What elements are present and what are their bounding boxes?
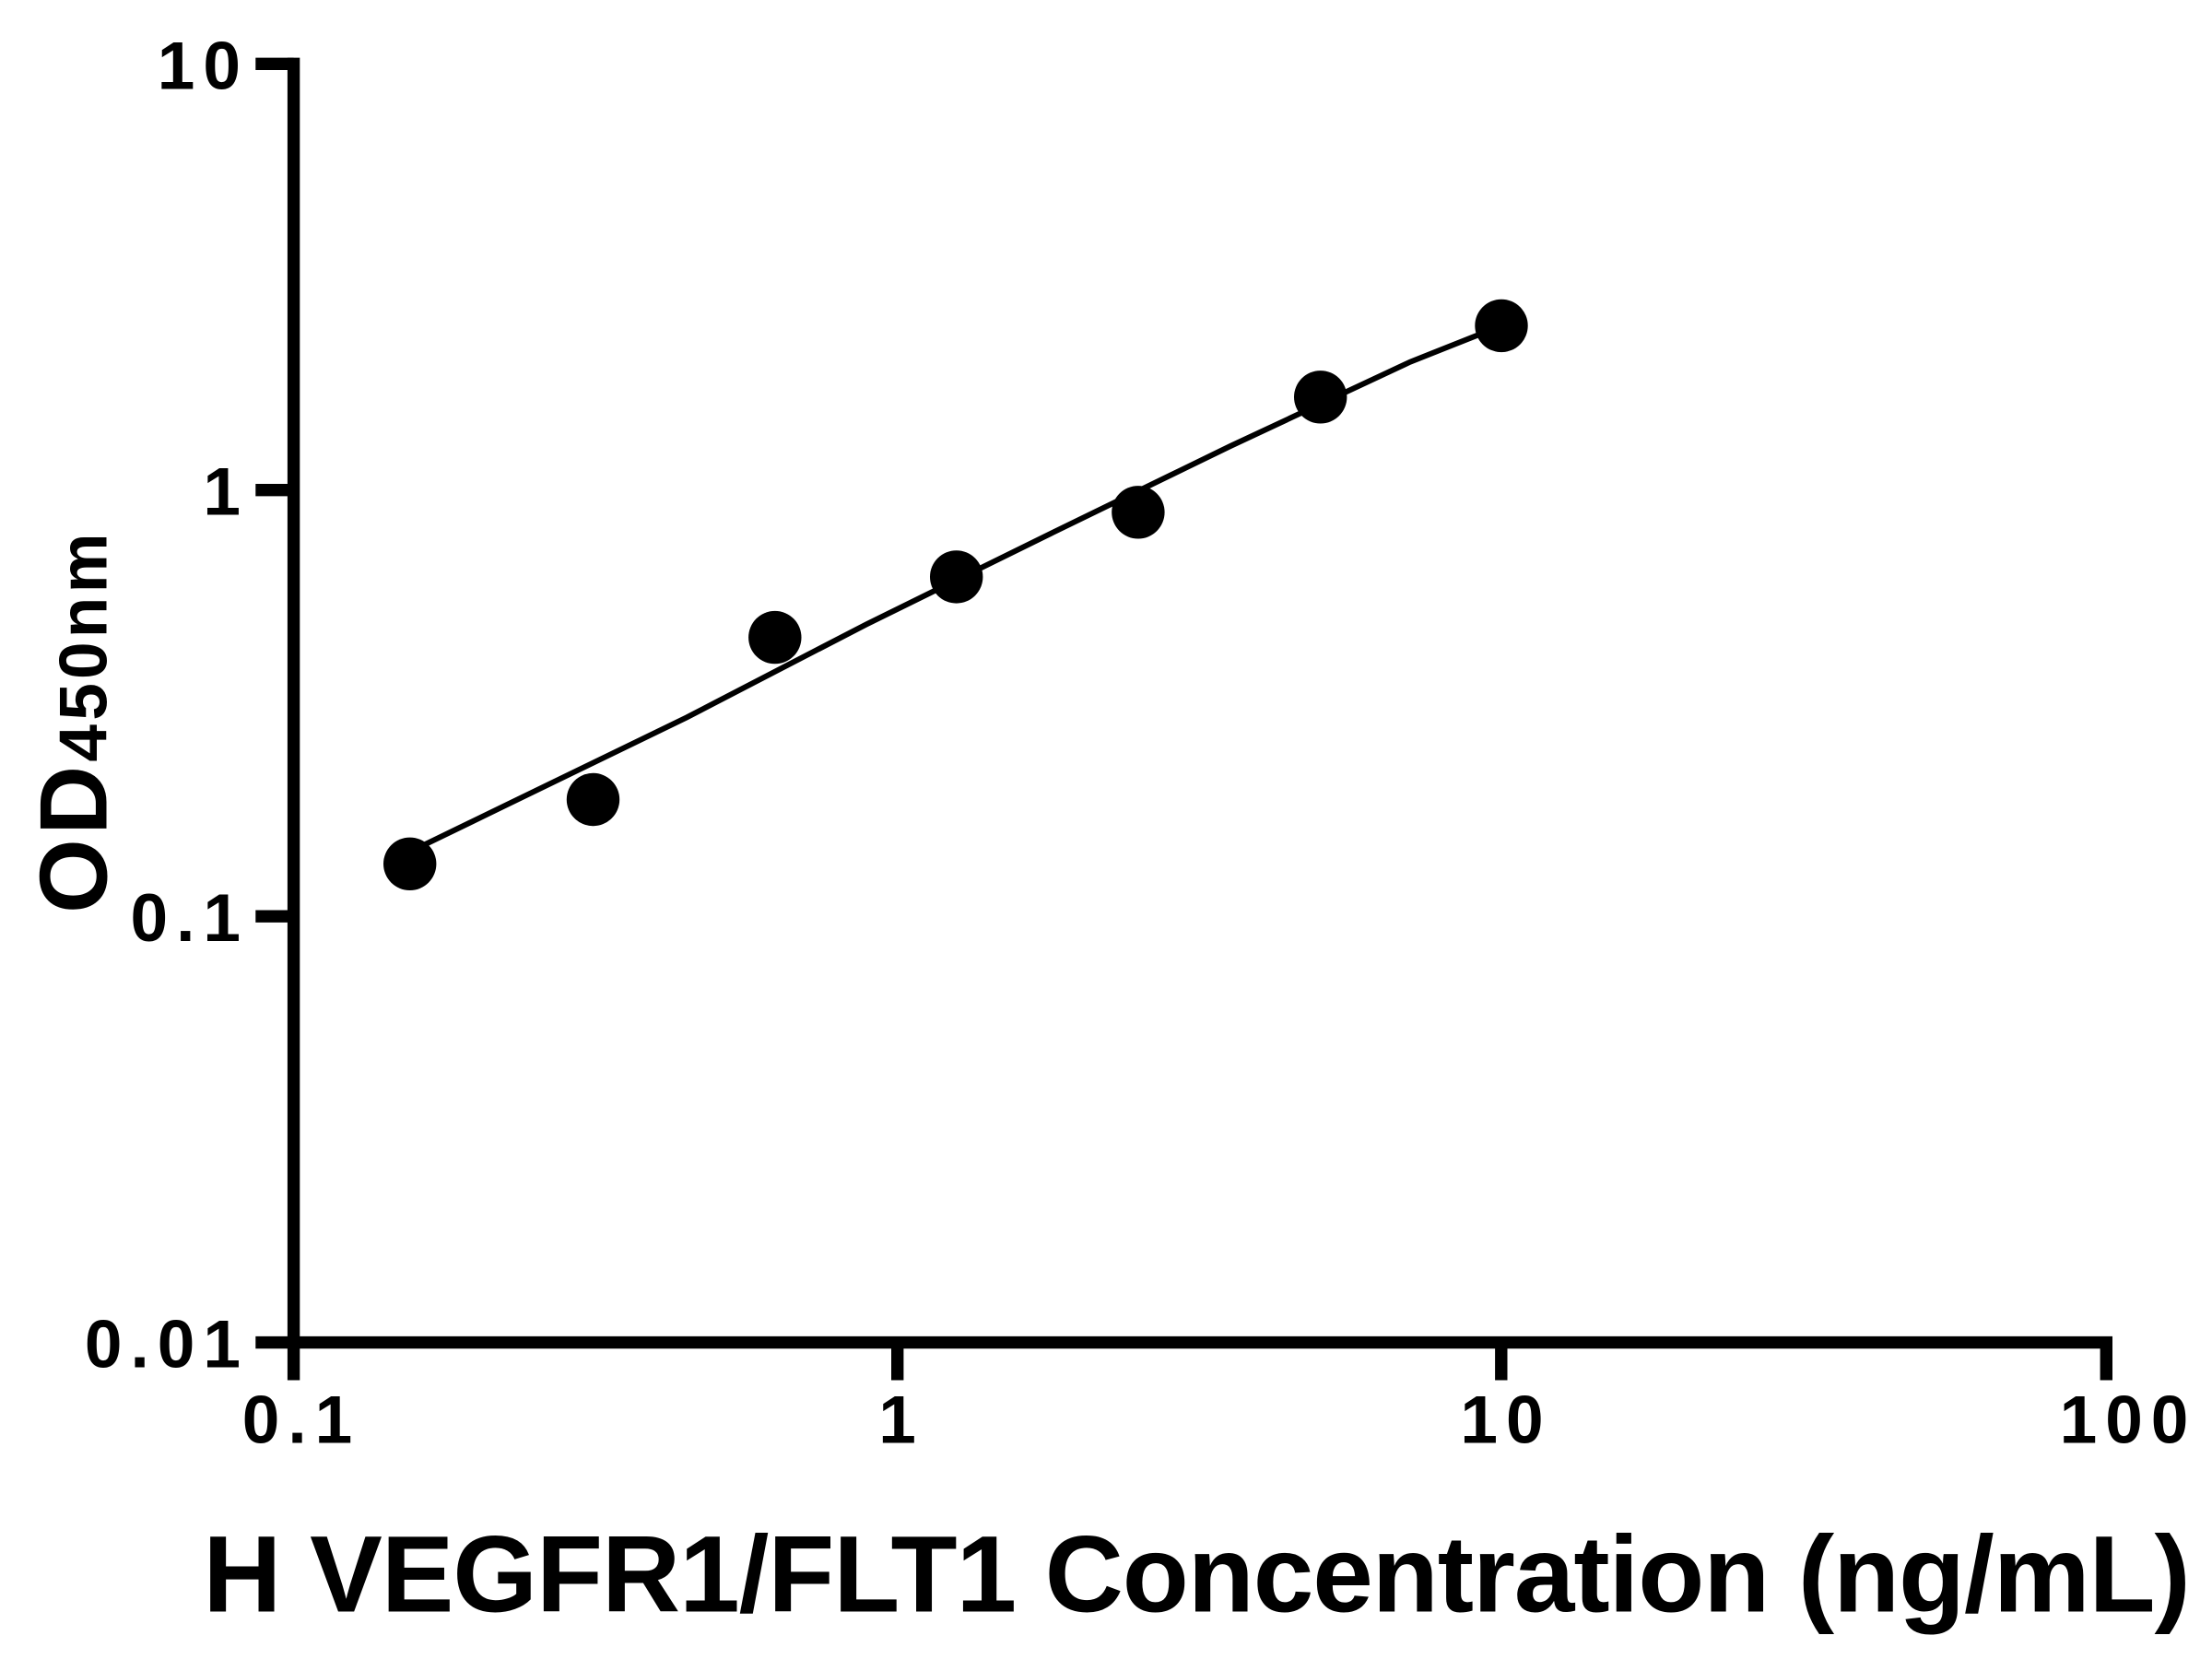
svg-text:OD450nm: OD450nm (21, 529, 128, 913)
svg-text:1: 1 (878, 1383, 924, 1458)
svg-text:H VEGFR1/FLT1 Concentration (n: H VEGFR1/FLT1 Concentration (ng/mL) (203, 1514, 2189, 1636)
svg-text:1: 1 (203, 455, 249, 530)
svg-text:0.01: 0.01 (85, 1308, 249, 1382)
svg-text:10: 10 (158, 29, 249, 103)
svg-text:10: 10 (1460, 1383, 1551, 1458)
svg-text:100: 100 (2060, 1383, 2197, 1458)
svg-text:0.1: 0.1 (242, 1383, 360, 1458)
svg-text:0.1: 0.1 (131, 881, 249, 956)
